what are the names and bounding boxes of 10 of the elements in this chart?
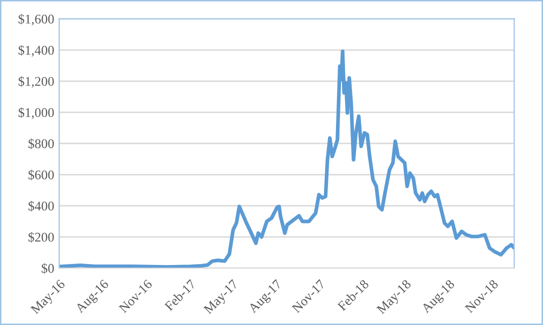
- y-tick-label: $1,400: [18, 45, 54, 57]
- y-tick-label: $0: [42, 263, 54, 274]
- y-tick-label: $1,600: [18, 14, 54, 26]
- y-tick-label: $400: [28, 200, 54, 212]
- y-tick-label: $600: [28, 170, 54, 180]
- y-tick-label: $1,200: [18, 76, 54, 88]
- y-tick-label: $800: [28, 138, 54, 150]
- line-series: [59, 49, 514, 268]
- y-tick-label: $200: [28, 232, 54, 243]
- y-tick-label: $1,000: [18, 107, 54, 119]
